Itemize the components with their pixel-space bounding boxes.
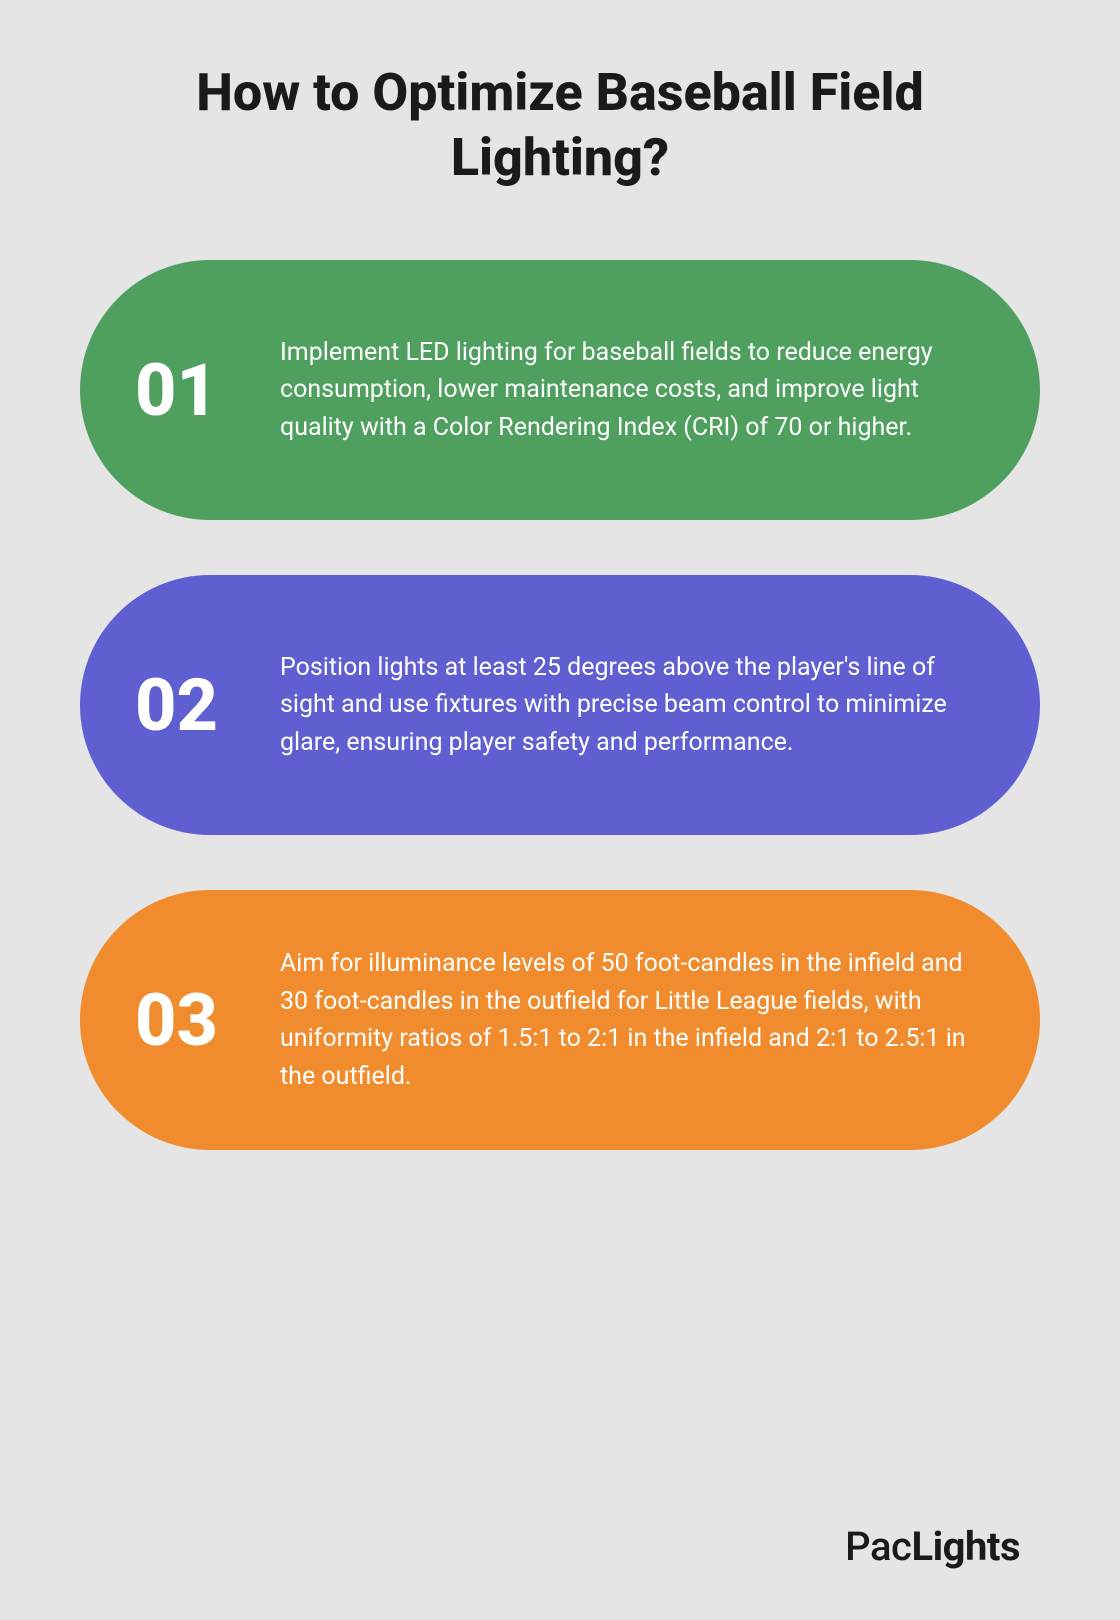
- card-03: 03 Aim for illuminance levels of 50 foot…: [80, 890, 1040, 1150]
- footer: PacLights: [80, 1523, 1040, 1570]
- brand-prefix: Pac: [845, 1523, 911, 1570]
- brand-logo: PacLights: [845, 1523, 1020, 1570]
- card-number-02: 02: [135, 663, 240, 748]
- brand-suffix: Lights: [911, 1523, 1020, 1570]
- card-text-02: Position lights at least 25 degrees abov…: [280, 649, 970, 762]
- card-02: 02 Position lights at least 25 degrees a…: [80, 575, 1040, 835]
- card-01: 01 Implement LED lighting for baseball f…: [80, 260, 1040, 520]
- card-text-01: Implement LED lighting for baseball fiel…: [280, 334, 970, 447]
- cards-container: 01 Implement LED lighting for baseball f…: [80, 260, 1040, 1478]
- card-text-03: Aim for illuminance levels of 50 foot-ca…: [280, 945, 970, 1095]
- card-number-01: 01: [135, 348, 240, 433]
- page-title: How to Optimize Baseball Field Lighting?: [80, 60, 1040, 190]
- card-number-03: 03: [135, 978, 240, 1063]
